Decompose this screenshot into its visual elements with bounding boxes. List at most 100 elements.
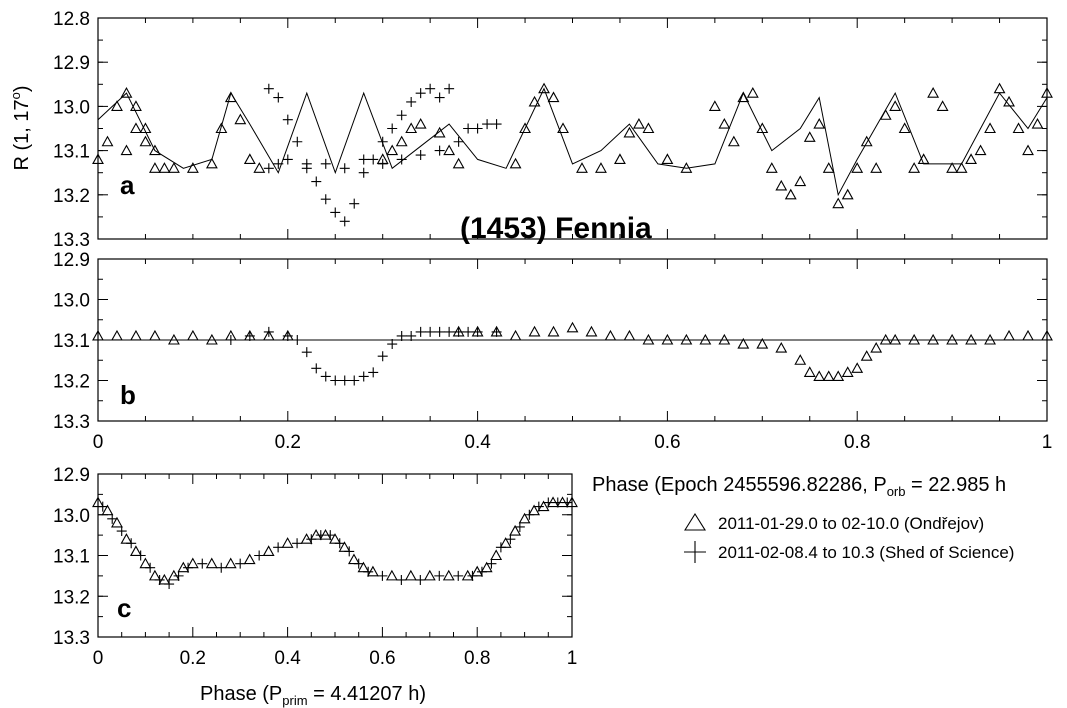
point-b-shed-5 — [301, 347, 312, 358]
xtick-label-b-5: 1 — [1042, 432, 1053, 453]
point-b-ondrejov-47 — [1041, 329, 1053, 341]
point-c-shed-21 — [353, 558, 364, 569]
point-b-shed-19 — [434, 326, 445, 337]
point-a-shed-2 — [282, 114, 293, 125]
point-a-shed-6 — [320, 194, 331, 205]
xtick-label-b-2: 0.4 — [464, 432, 491, 453]
point-a-shed-11 — [368, 154, 379, 165]
point-a-ondrejov-30 — [528, 95, 541, 107]
point-b-shed-23 — [472, 326, 483, 337]
point-a-ondrejov-32 — [547, 91, 560, 103]
ytick-label-b-1: 13.0 — [53, 291, 90, 312]
ytick-label-c-2: 13.1 — [53, 547, 90, 568]
point-b-ondrejov-45 — [1003, 329, 1015, 341]
point-a-shed-23 — [301, 163, 312, 174]
point-a-ondrejov-72 — [993, 82, 1006, 94]
point-a-shed-16 — [415, 88, 426, 99]
point-c-shed-17 — [315, 530, 326, 541]
point-a-ondrejov-60 — [879, 109, 892, 120]
point-a-ondrejov-20 — [405, 122, 418, 134]
point-a-ondrejov-50 — [784, 188, 797, 200]
xtick-label-c-0: 0 — [93, 648, 104, 669]
point-a-ondrejov-5 — [139, 135, 152, 147]
point-b-shed-0 — [225, 335, 236, 345]
point-b-ondrejov-18 — [585, 325, 598, 337]
y-axis-label-prefix: R (1, 17 — [11, 99, 33, 170]
legend: 2011-01-29.0 to 02-10.0 (Ondřejov) 2011-… — [684, 512, 1014, 563]
point-a-shed-24 — [320, 158, 331, 169]
point-b-ondrejov-0 — [92, 329, 104, 341]
point-a-ondrejov-77 — [1041, 87, 1053, 98]
point-a-shed-8 — [339, 216, 350, 227]
point-a-ondrejov-47 — [756, 122, 769, 134]
point-a-ondrejov-54 — [822, 162, 835, 173]
point-b-ondrejov-5 — [186, 329, 199, 341]
ytick-label-a-2: 13.0 — [53, 97, 90, 118]
point-c-ondrejov-27 — [442, 569, 455, 581]
point-a-ondrejov-71 — [984, 122, 996, 134]
point-c-ondrejov-31 — [490, 549, 503, 561]
point-a-ondrejov-12 — [234, 113, 247, 125]
point-a-shed-25 — [339, 163, 350, 174]
ytick-label-b-3: 13.2 — [53, 372, 90, 393]
point-a-ondrejov-9 — [205, 157, 218, 169]
point-c-ondrejov-15 — [281, 537, 294, 548]
point-b-ondrejov-39 — [889, 333, 902, 345]
xtick-label-c-5: 1 — [567, 648, 578, 669]
point-a-ondrejov-57 — [851, 162, 864, 173]
point-b-ondrejov-23 — [680, 333, 693, 345]
ytick-label-a-3: 13.1 — [53, 142, 90, 163]
point-c-ondrejov-1 — [101, 504, 114, 516]
point-c-shed-18 — [325, 530, 336, 541]
point-a-ondrejov-19 — [158, 162, 171, 173]
point-a-ondrejov-49 — [775, 179, 788, 191]
point-a-ondrejov-0 — [92, 153, 104, 164]
legend-plus-marker — [684, 541, 706, 563]
point-a-ondrejov-62 — [898, 122, 911, 134]
axis-ticks: 12.812.913.013.113.213.312.913.013.113.2… — [53, 9, 1052, 669]
point-b-shed-3 — [282, 330, 293, 341]
data-markers — [92, 82, 1053, 590]
point-c-ondrejov-10 — [186, 557, 199, 569]
point-a-ondrejov-11 — [224, 91, 237, 103]
x-axis-label-orbital: Phase (Epoch 2455596.82286, Porb = 22.98… — [592, 474, 1006, 499]
ytick-label-a-5: 13.3 — [53, 230, 90, 251]
point-a-ondrejov-8 — [186, 162, 199, 173]
point-c-shed-26 — [434, 570, 445, 581]
point-a-ondrejov-24 — [452, 157, 465, 169]
point-c-ondrejov-3 — [120, 533, 133, 544]
xtick-label-c-2: 0.4 — [274, 648, 301, 669]
point-c-shed-3 — [126, 538, 137, 549]
point-c-shed-29 — [476, 566, 487, 577]
point-a-ondrejov-16 — [130, 122, 142, 134]
point-b-shed-1 — [244, 330, 255, 341]
point-c-shed-35 — [533, 501, 544, 512]
point-c-shed-6 — [154, 574, 165, 585]
point-a-shed-9 — [349, 198, 360, 209]
point-b-shed-24 — [491, 326, 502, 337]
point-b-ondrejov-32 — [822, 370, 835, 381]
ytick-label-b-0: 12.9 — [53, 250, 90, 271]
point-a-shed-32 — [463, 123, 474, 134]
point-b-ondrejov-3 — [149, 329, 161, 341]
point-a-shed-34 — [482, 119, 493, 130]
point-c-ondrejov-6 — [148, 569, 161, 581]
point-a-shed-29 — [415, 150, 426, 161]
point-c-shed-7 — [164, 579, 175, 590]
point-b-ondrejov-21 — [642, 333, 655, 345]
point-b-ondrejov-26 — [737, 337, 750, 349]
point-a-ondrejov-37 — [623, 126, 636, 138]
point-b-shed-7 — [320, 371, 331, 382]
point-a-ondrejov-70 — [974, 144, 987, 156]
point-c-shed-34 — [524, 509, 535, 520]
point-b-ondrejov-16 — [547, 325, 560, 337]
point-b-ondrejov-35 — [851, 362, 864, 373]
point-c-ondrejov-24 — [385, 569, 398, 581]
y-axis-label-sup: o — [8, 92, 23, 99]
point-a-ondrejov-23 — [443, 144, 456, 156]
point-b-ondrejov-14 — [509, 329, 522, 341]
point-a-ondrejov-76 — [1031, 117, 1044, 129]
legend-entry-ondrejov: 2011-01-29.0 to 02-10.0 (Ondřejov) — [718, 514, 984, 533]
point-a-ondrejov-21 — [414, 117, 427, 129]
point-a-shed-19 — [444, 83, 455, 94]
